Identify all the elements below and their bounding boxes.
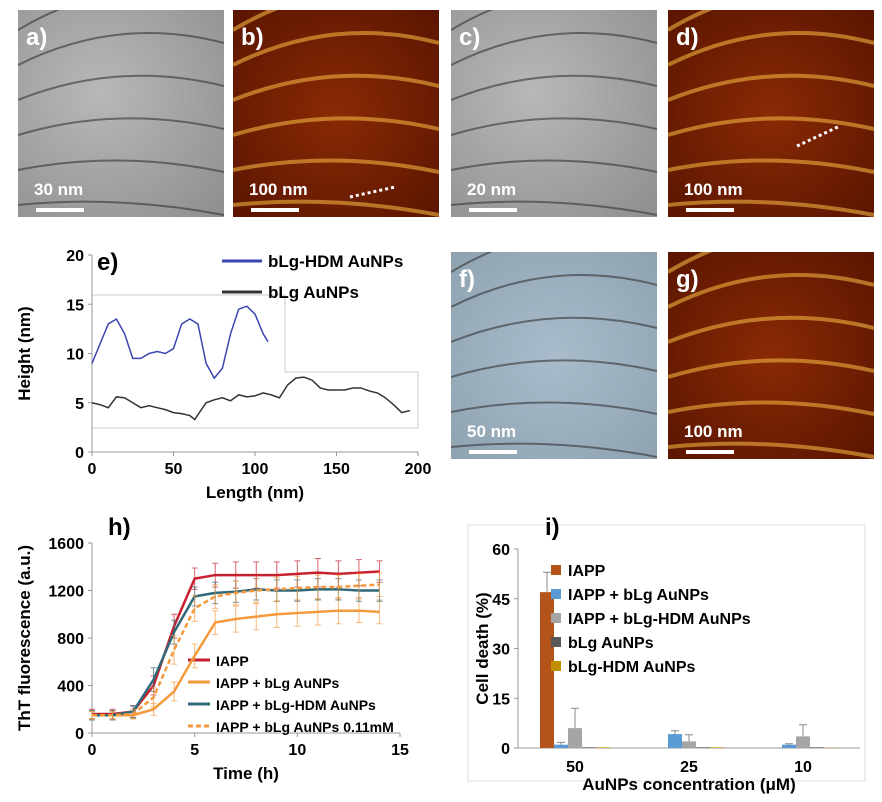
x-tick-label: 200 xyxy=(405,461,432,478)
legend-swatch xyxy=(551,589,561,599)
bar xyxy=(696,747,710,748)
x-tick-label: 100 xyxy=(242,461,269,478)
series-line xyxy=(92,306,268,378)
bar xyxy=(782,745,796,748)
x-tick-label: 50 xyxy=(566,759,584,776)
error-bar xyxy=(671,731,679,734)
error-bar xyxy=(543,572,551,592)
legend-label: IAPP xyxy=(568,563,606,580)
legend-label: bLg AuNPs xyxy=(568,635,654,652)
y-tick-label: 20 xyxy=(66,248,84,265)
y-tick-label: 0 xyxy=(501,741,510,758)
y-tick-label: 15 xyxy=(492,691,510,708)
legend-swatch xyxy=(551,565,561,575)
x-axis-title: Time (h) xyxy=(213,764,279,783)
charts: e)05101520050100150200Length (nm)Height … xyxy=(0,0,882,802)
error-bar xyxy=(685,735,693,742)
y-tick-label: 5 xyxy=(75,396,84,413)
legend-label: IAPP + bLg-HDM AuNPs xyxy=(568,611,751,628)
x-axis-title: Length (nm) xyxy=(206,483,304,502)
legend-label: bLg AuNPs xyxy=(268,283,359,302)
y-tick-label: 0 xyxy=(75,726,84,743)
y-tick-label: 1200 xyxy=(48,584,84,601)
legend-swatch xyxy=(551,661,561,671)
y-axis-title: Height (nm) xyxy=(15,306,34,400)
legend-label: IAPP + bLg AuNPs 0.11mM xyxy=(216,719,394,735)
legend-label: IAPP + bLg AuNPs xyxy=(568,587,709,604)
x-axis-title: AuNPs concentration (μM) xyxy=(582,775,795,794)
y-tick-label: 1600 xyxy=(48,536,84,553)
profile-line xyxy=(350,187,395,197)
y-tick-label: 10 xyxy=(66,347,84,364)
x-tick-label: 0 xyxy=(88,742,97,759)
bar xyxy=(596,747,610,748)
x-tick-label: 50 xyxy=(165,461,183,478)
bar xyxy=(810,747,824,748)
x-tick-label: 15 xyxy=(391,742,409,759)
legend-swatch xyxy=(551,637,561,647)
panel-label: h) xyxy=(108,514,131,541)
y-tick-label: 800 xyxy=(57,631,84,648)
legend-swatch xyxy=(551,613,561,623)
y-tick-label: 45 xyxy=(492,592,510,609)
bar xyxy=(796,736,810,748)
error-bar xyxy=(785,744,793,745)
bar xyxy=(668,734,682,748)
bar xyxy=(554,745,568,748)
page: {"panels": [ {"label": "a)", "scale": "3… xyxy=(0,0,882,802)
error-bar xyxy=(571,708,579,728)
y-tick-label: 30 xyxy=(492,642,510,659)
y-tick-label: 0 xyxy=(75,445,84,462)
x-tick-label: 150 xyxy=(323,461,350,478)
profile-line xyxy=(797,126,840,146)
legend-label: bLg-HDM AuNPs xyxy=(268,252,403,271)
series-line xyxy=(92,377,410,419)
error-bar xyxy=(557,742,565,744)
bar xyxy=(710,747,724,748)
x-tick-label: 10 xyxy=(794,759,812,776)
bar xyxy=(568,728,582,748)
panel-label: e) xyxy=(97,249,118,276)
legend-label: IAPP + bLg-HDM AuNPs xyxy=(216,697,376,713)
x-tick-label: 0 xyxy=(88,461,97,478)
x-tick-label: 5 xyxy=(190,742,199,759)
panel-label: i) xyxy=(545,514,560,541)
bar xyxy=(682,741,696,748)
y-axis-title: Cell death (%) xyxy=(473,592,492,704)
y-axis-title: ThT fluorescence (a.u.) xyxy=(15,545,34,731)
y-tick-label: 60 xyxy=(492,542,510,559)
error-bar xyxy=(799,725,807,737)
x-tick-label: 10 xyxy=(288,742,306,759)
legend-label: IAPP xyxy=(216,653,249,669)
y-tick-label: 15 xyxy=(66,297,84,314)
x-tick-label: 25 xyxy=(680,759,698,776)
bar xyxy=(582,747,596,748)
legend-label: bLg-HDM AuNPs xyxy=(568,659,695,676)
y-tick-label: 400 xyxy=(57,679,84,696)
legend-label: IAPP + bLg AuNPs xyxy=(216,675,340,691)
